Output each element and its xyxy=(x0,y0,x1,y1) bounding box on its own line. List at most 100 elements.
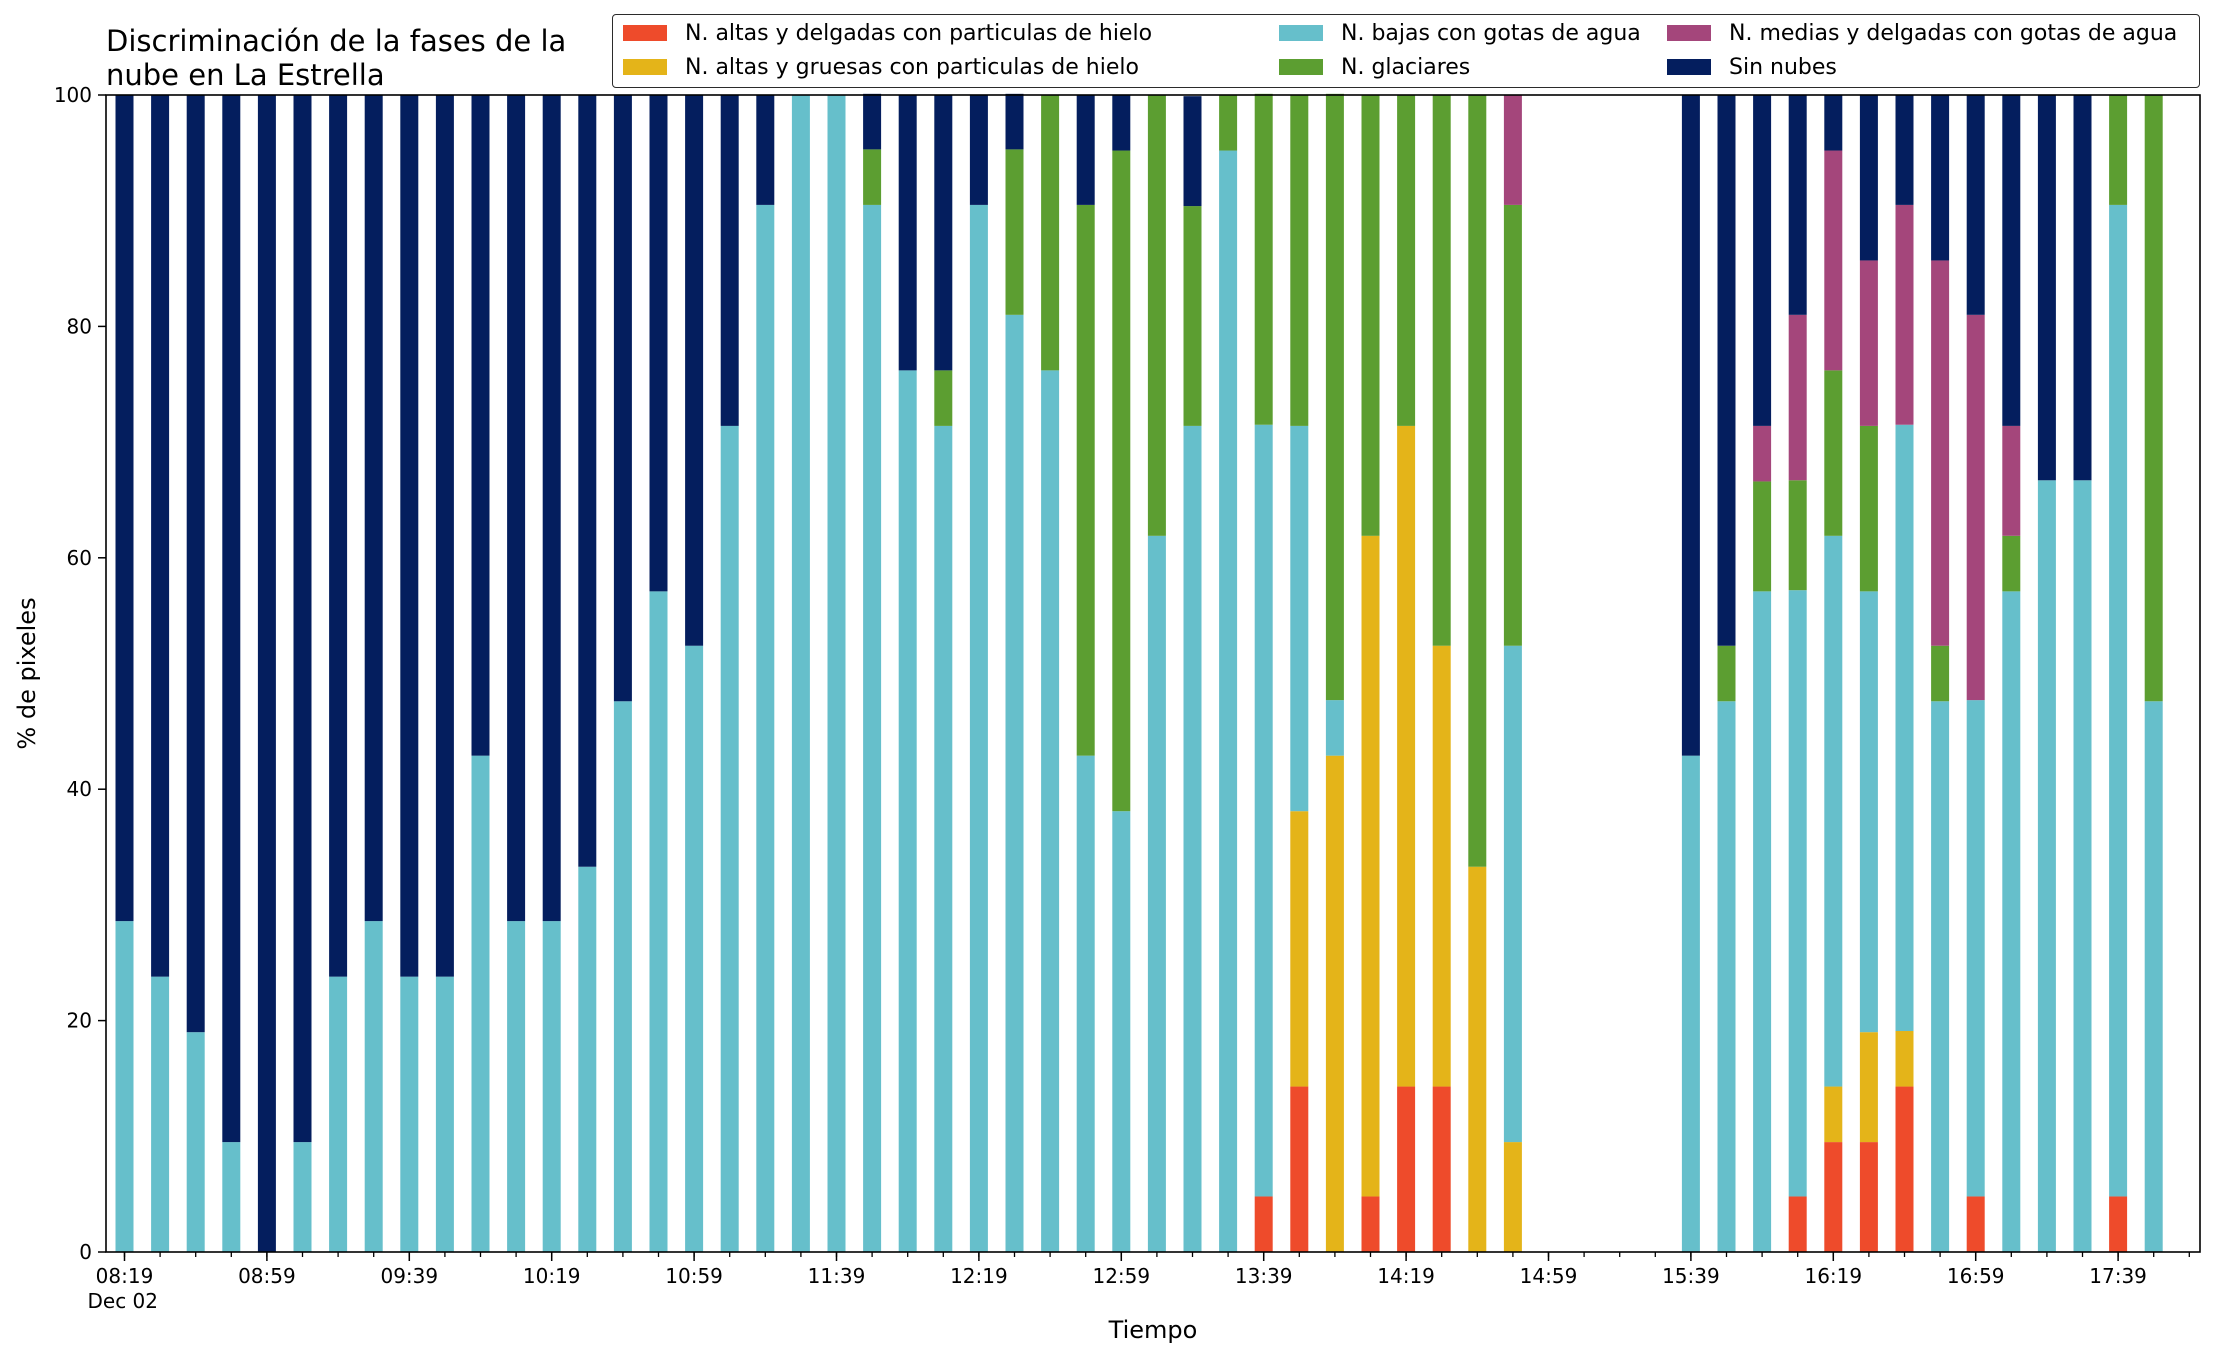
y-tick-label: 60 xyxy=(67,546,92,570)
bar-segment xyxy=(1005,314,1024,1253)
bar-segment xyxy=(1361,1196,1380,1252)
bar-segment xyxy=(1397,425,1416,1087)
bar-segment xyxy=(1112,95,1131,151)
legend-label: N. altas y gruesas con particulas de hie… xyxy=(685,54,1139,80)
bar-segment xyxy=(898,370,917,1252)
bar-segment xyxy=(1112,811,1131,1252)
bar-segment xyxy=(1361,95,1380,536)
bar-segment xyxy=(186,1032,205,1252)
bar-segment xyxy=(1717,645,1736,702)
bar-segment xyxy=(1824,1142,1843,1252)
legend-label: N. glaciares xyxy=(1341,54,1471,80)
x-tick-label: 17:39 xyxy=(2089,1264,2147,1288)
bar-segment xyxy=(2073,95,2092,481)
bar-segment xyxy=(969,204,988,1252)
bar-segment xyxy=(1895,1031,1914,1087)
legend-swatch xyxy=(1279,59,1323,75)
x-tick-date-label: Dec 02 xyxy=(88,1289,159,1313)
x-tick-label: 12:59 xyxy=(1092,1264,1150,1288)
bar-segment xyxy=(720,95,739,426)
bar-segment xyxy=(1432,1086,1451,1252)
bar-segment xyxy=(1397,1086,1416,1252)
legend-label: N. bajas con gotas de agua xyxy=(1341,20,1641,46)
bar-segment xyxy=(1503,204,1522,646)
legend-item: N. altas y delgadas con particulas de hi… xyxy=(623,17,1152,49)
legend-swatch xyxy=(1279,25,1323,41)
legend-item: N. altas y gruesas con particulas de hie… xyxy=(623,51,1139,83)
bar-segment xyxy=(1859,425,1878,592)
bar-segment xyxy=(1219,150,1238,1252)
bar-segment xyxy=(1824,1086,1843,1143)
legend-item: N. medias y delgadas con gotas de agua xyxy=(1667,17,2177,49)
x-tick-label: 08:59 xyxy=(238,1264,296,1288)
bar-segment xyxy=(791,95,810,1252)
bar-segment xyxy=(1076,95,1095,205)
bar-segment xyxy=(1824,535,1843,1087)
y-tick-label: 80 xyxy=(67,314,92,338)
bar-segment xyxy=(1824,150,1843,371)
y-tick-label: 20 xyxy=(67,1009,92,1033)
bar-segment xyxy=(1859,260,1878,426)
bar-segment xyxy=(1432,95,1451,646)
x-tick-label: 15:39 xyxy=(1662,1264,1720,1288)
bar-segment xyxy=(1290,811,1309,1087)
legend-swatch xyxy=(1667,59,1711,75)
x-tick-label: 10:19 xyxy=(523,1264,581,1288)
bar-segment xyxy=(2144,95,2163,702)
bar-segment xyxy=(2002,95,2021,426)
bar-segment xyxy=(400,976,419,1252)
x-tick-label: 14:19 xyxy=(1377,1264,1435,1288)
bar-segment xyxy=(329,95,348,977)
bar-segment xyxy=(1361,535,1380,1197)
bar-segment xyxy=(1254,93,1273,425)
bar-segment xyxy=(685,95,704,646)
bar-segment xyxy=(186,95,205,1033)
bar-segment xyxy=(507,95,526,922)
bar-segment xyxy=(1931,260,1950,646)
bar-segment xyxy=(1432,645,1451,1087)
bar-segment xyxy=(1966,95,1985,315)
legend-item: N. glaciares xyxy=(1279,51,1470,83)
legend-label: N. altas y delgadas con particulas de hi… xyxy=(685,20,1153,46)
bar-segment xyxy=(1788,95,1807,315)
bar-segment xyxy=(898,95,917,371)
bar-segment xyxy=(542,95,561,922)
y-tick-label: 0 xyxy=(79,1240,92,1264)
bar-segment xyxy=(2073,480,2092,1252)
bar-segment xyxy=(2002,425,2021,536)
bar-segment xyxy=(2002,591,2021,1252)
bar-segment xyxy=(471,755,490,1252)
bar-segment xyxy=(1681,95,1700,756)
bar-segment xyxy=(578,95,597,867)
bar-segment xyxy=(1503,645,1522,1143)
legend-item: N. bajas con gotas de agua xyxy=(1279,17,1641,49)
bar-segment xyxy=(1219,95,1238,151)
bar-segment xyxy=(1859,1142,1878,1252)
bar-segment xyxy=(151,976,170,1252)
bar-segment xyxy=(2144,701,2163,1252)
bar-segment xyxy=(2109,95,2128,205)
bar-segment xyxy=(222,95,241,1143)
x-axis-label: Tiempo xyxy=(1108,1316,1198,1344)
bar-segment xyxy=(613,95,632,702)
bar-segment xyxy=(934,425,953,1252)
bar-segment xyxy=(257,95,276,1252)
bar-segment xyxy=(1325,93,1344,701)
bar-segment xyxy=(1966,1196,1985,1252)
bar-segment xyxy=(151,95,170,977)
bar-segment xyxy=(1397,95,1416,426)
bar-segment xyxy=(471,95,490,756)
bar-segment xyxy=(364,95,383,922)
bar-segment xyxy=(1503,95,1522,205)
bar-segment xyxy=(1681,755,1700,1252)
bar-segment xyxy=(1147,95,1166,536)
bar-segment xyxy=(1005,93,1024,150)
x-tick-label: 14:59 xyxy=(1520,1264,1578,1288)
x-tick-label: 13:39 xyxy=(1235,1264,1293,1288)
bar-segment xyxy=(1076,755,1095,1252)
bar-segment xyxy=(649,591,668,1252)
bar-segment xyxy=(400,95,419,977)
bar-segment xyxy=(1895,424,1914,1032)
bar-segment xyxy=(542,921,561,1252)
